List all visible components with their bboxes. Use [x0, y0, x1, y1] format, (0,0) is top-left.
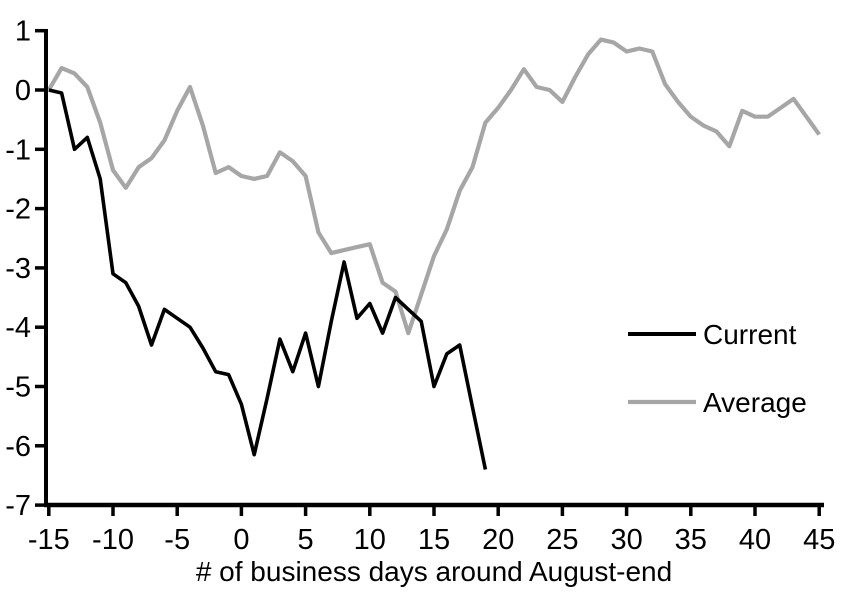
x-tick-label: 20 [482, 524, 514, 556]
y-tick-label: -6 [5, 431, 31, 463]
legend-label-current: Current [703, 319, 797, 350]
x-tick-label: -15 [28, 524, 70, 556]
x-tick-label: -10 [92, 524, 134, 556]
y-tick-label: -1 [5, 134, 31, 166]
x-tick-label: 10 [354, 524, 386, 556]
legend-label-average: Average [703, 387, 807, 418]
x-tick-label: 15 [418, 524, 450, 556]
x-tick-label: -5 [164, 524, 190, 556]
y-tick-label: -2 [5, 194, 31, 226]
x-tick-label: 5 [298, 524, 314, 556]
legend: Current Average [628, 319, 807, 418]
y-tick-label: -5 [5, 372, 31, 404]
x-tick-label: 25 [546, 524, 578, 556]
x-axis-title: # of business days around August-end [196, 556, 672, 587]
y-tick-label: 0 [15, 75, 31, 107]
x-tick-label: 0 [233, 524, 249, 556]
axes-layer: -15 -10 -5 0 5 10 15 20 25 30 35 40 4510-1-2-3-4-5-6… [5, 16, 835, 556]
average-series-line [46, 37, 821, 336]
y-tick-label: -7 [5, 490, 31, 522]
y-tick-label: 1 [15, 16, 31, 48]
x-tick-label: 45 [803, 524, 835, 556]
x-tick-label: 30 [610, 524, 642, 556]
y-tick-label: -3 [5, 253, 31, 285]
series-layer [46, 37, 821, 470]
x-tick-label: 40 [739, 524, 771, 556]
current-series-line [48, 88, 488, 470]
y-tick-label: -4 [5, 312, 31, 344]
x-tick-label: 35 [675, 524, 707, 556]
